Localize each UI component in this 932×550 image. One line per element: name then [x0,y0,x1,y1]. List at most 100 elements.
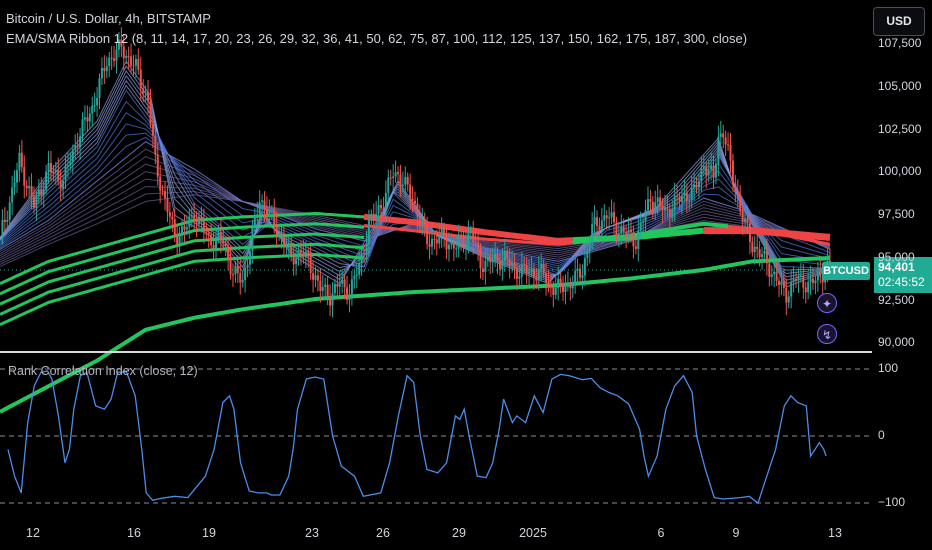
ribbon-line [0,232,365,306]
candle-body [717,136,720,164]
candle-body [804,287,807,293]
candle-body [416,203,419,217]
candle-body [394,172,397,177]
candle-body [164,190,167,199]
candle-body [637,230,640,249]
candle-body [120,39,123,47]
candle-body [491,259,494,263]
candle-body [176,236,179,245]
candle-body [535,277,538,281]
ribbon-line [0,163,831,257]
candle-body [649,199,652,202]
candle-body [399,174,402,186]
candle-body [270,209,273,211]
candle-body [693,184,696,188]
candle-body [540,263,543,270]
candle-body [528,271,531,274]
candle-body [251,227,254,252]
candle-body [71,149,74,163]
candle-body [450,241,453,245]
candle-body [421,219,424,225]
candle-body [671,209,674,218]
time-axis-label: 29 [452,526,466,540]
candle-body [676,195,679,197]
candle-body [668,209,671,218]
ribbon-line [0,186,831,263]
candle-body [688,200,691,202]
symbol-title[interactable]: Bitcoin / U.S. Dollar, 4h, BITSTAMP [6,11,211,26]
candle-body [304,251,307,257]
candle-body [367,220,370,244]
candle-body [542,263,545,274]
time-axis-label: 13 [828,526,842,540]
candle-body [654,202,657,211]
candle-body [719,133,722,137]
candle-body [525,264,528,274]
candle-body [37,189,40,196]
candle-body [154,135,157,155]
candle-body [47,163,50,172]
candle-body [103,67,106,72]
candle-body [98,78,101,99]
candle-body [79,136,82,147]
candle-body [816,272,819,281]
candle-body [275,224,278,236]
lightning-icon[interactable]: ↯ [817,324,837,344]
candle-body [261,200,264,202]
candle-body [433,238,436,240]
candle-body [770,274,773,277]
candle-body [91,105,94,114]
candle-body [615,222,618,237]
candle-body [193,215,196,223]
candle-body [234,265,237,275]
candle-body [727,144,730,146]
candle-body [761,254,764,258]
candle-body [263,200,266,209]
candle-body [710,165,713,170]
candle-body [35,195,38,209]
candle-body [15,170,18,183]
candle-body [113,58,116,61]
candle-body [86,117,89,122]
candle-body [285,246,288,248]
candle-body [297,250,300,259]
price-axis-label: 100,000 [878,164,922,179]
candle-body [382,208,385,211]
currency-button[interactable]: USD [873,7,925,36]
candle-body [474,242,477,244]
candle-body [18,152,21,171]
candle-body [290,243,293,256]
time-axis-label: 23 [305,526,319,540]
candle-body [617,233,620,237]
candle-body [108,57,111,67]
candle-body [814,280,817,284]
candle-body [139,69,142,89]
candle-body [256,214,259,216]
sparkle-icon[interactable]: ✦ [817,293,837,313]
candle-body [753,246,756,253]
candle-body [64,165,67,181]
candle-body [375,213,378,219]
candle-body [380,204,383,209]
ribbon-line [0,100,831,274]
candle-body [469,230,472,232]
candle-body [173,219,176,237]
candle-body [307,251,310,257]
candle-body [790,281,793,297]
candle-body [484,260,487,272]
candle-body [639,222,642,231]
candle-body [809,278,812,283]
candle-body [25,185,28,189]
ribbon-indicator-title[interactable]: EMA/SMA Ribbon 12 (8, 11, 14, 17, 20, 23… [6,31,748,46]
candle-body [156,154,159,177]
rci-indicator-title[interactable]: Rank Correlation Index (close, 12) [8,364,198,378]
candle-body [353,275,356,280]
candle-body [314,275,317,280]
candle-body [702,166,705,169]
candle-body [656,197,659,203]
candle-body [586,250,589,259]
candle-body [268,209,271,216]
candle-body [190,215,193,217]
candle-body [593,217,596,225]
